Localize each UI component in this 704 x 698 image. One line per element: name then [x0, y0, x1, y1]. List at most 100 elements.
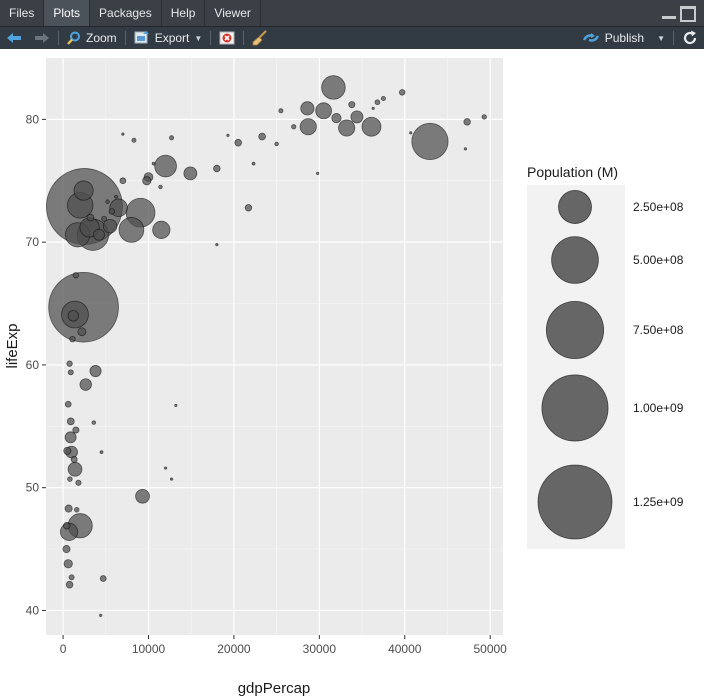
- x-tick-label: 50000: [473, 642, 507, 656]
- remove-plot-icon: [219, 31, 235, 45]
- data-point: [158, 184, 163, 190]
- data-point: [99, 450, 104, 454]
- data-point: [348, 101, 356, 109]
- data-point: [321, 75, 346, 100]
- data-point: [67, 310, 80, 322]
- publish-button[interactable]: Publish ▼: [576, 27, 671, 49]
- refresh-icon: [683, 30, 697, 45]
- legend-label: 1.00e+09: [633, 401, 684, 415]
- remove-plot-button[interactable]: [213, 27, 241, 49]
- tab-viewer[interactable]: Viewer: [205, 0, 261, 26]
- scatter-plot: 0 10000 20000 30000 40000 50000 40 50 60 70 80 gd…: [4, 58, 684, 697]
- export-button[interactable]: Export ▼: [128, 27, 209, 49]
- tab-help[interactable]: Help: [162, 0, 206, 26]
- data-point: [121, 132, 125, 136]
- pane-tabbar: Files Plots Packages Help Viewer: [0, 0, 704, 27]
- data-point: [67, 476, 73, 482]
- x-axis-label: gdpPercap: [238, 680, 311, 697]
- y-tick-label: 60: [26, 358, 40, 372]
- back-button[interactable]: [0, 27, 28, 49]
- x-tick-label: 10000: [132, 642, 166, 656]
- legend-key-circle: [541, 374, 609, 442]
- data-point: [64, 431, 77, 444]
- legend-label: 1.25e+09: [633, 495, 684, 509]
- legend-label: 5.00e+08: [633, 253, 684, 267]
- axis-ticks: [42, 118, 491, 639]
- data-point: [169, 477, 174, 481]
- toolbar-divider: [673, 31, 674, 45]
- data-point: [213, 164, 221, 173]
- forward-button[interactable]: [28, 27, 56, 49]
- data-points: [46, 75, 487, 617]
- plot-toolbar: Zoom Export ▼ Publish ▼: [0, 27, 704, 49]
- data-point: [411, 122, 449, 161]
- data-point: [108, 208, 116, 215]
- data-point: [315, 102, 332, 120]
- data-point: [86, 213, 95, 222]
- refresh-button[interactable]: [676, 27, 704, 49]
- chevron-down-icon: ▼: [194, 33, 203, 43]
- data-point: [102, 219, 118, 234]
- chevron-down-icon: ▼: [657, 33, 665, 43]
- data-point: [79, 378, 92, 391]
- data-point: [114, 194, 118, 199]
- tab-packages[interactable]: Packages: [90, 0, 162, 26]
- y-tick-labels: 40 50 60 70 80: [26, 112, 40, 617]
- data-point: [72, 272, 80, 279]
- data-point: [91, 420, 97, 425]
- data-point: [73, 180, 94, 201]
- data-point: [244, 204, 253, 212]
- data-point: [350, 110, 364, 124]
- legend-key-circle: [551, 236, 599, 284]
- tab-plots[interactable]: Plots: [44, 0, 91, 26]
- data-point: [291, 124, 297, 130]
- legend-key-circle: [545, 300, 605, 360]
- data-point: [316, 171, 320, 176]
- legend-key-circle: [537, 464, 613, 540]
- data-point: [118, 217, 145, 243]
- broom-icon: [252, 30, 268, 46]
- window-controls: [662, 6, 696, 22]
- data-point: [63, 522, 71, 530]
- data-point: [75, 479, 82, 486]
- legend-label: 7.50e+08: [633, 323, 684, 337]
- data-point: [67, 461, 83, 477]
- zoom-button[interactable]: Zoom: [61, 27, 123, 49]
- tab-files[interactable]: Files: [0, 0, 45, 26]
- data-point: [183, 166, 198, 181]
- data-point: [93, 228, 105, 241]
- data-point: [169, 135, 175, 141]
- data-point: [72, 426, 80, 434]
- data-point: [65, 580, 74, 589]
- data-point: [99, 613, 103, 617]
- legend-title: Population (M): [527, 164, 618, 180]
- data-point: [215, 243, 219, 247]
- arrow-right-icon: [35, 33, 49, 43]
- arrow-left-icon: [7, 33, 21, 43]
- data-point: [338, 119, 356, 137]
- data-point: [154, 154, 177, 178]
- data-point: [63, 446, 72, 455]
- toolbar-divider: [124, 31, 126, 45]
- data-point: [62, 545, 71, 554]
- y-tick-label: 40: [26, 603, 40, 617]
- data-point: [67, 369, 74, 376]
- data-point: [77, 327, 87, 337]
- data-point: [274, 141, 279, 147]
- data-point: [380, 95, 386, 102]
- export-image-icon: [134, 31, 149, 44]
- clear-all-plots-button[interactable]: [246, 27, 274, 49]
- minimize-pane-icon[interactable]: [662, 16, 676, 19]
- y-tick-label: 50: [26, 481, 40, 495]
- x-tick-label: 30000: [303, 642, 337, 656]
- data-point: [64, 400, 72, 408]
- data-point: [163, 466, 168, 470]
- data-point: [131, 137, 137, 143]
- maximize-pane-icon[interactable]: [680, 6, 696, 22]
- data-point: [251, 161, 256, 166]
- legend-items: 2.50e+08 5.00e+08 7.50e+08 1.00e+09 1.25e+09: [537, 190, 684, 540]
- legend-key-circle: [558, 190, 592, 224]
- data-point: [258, 132, 266, 141]
- data-point: [70, 455, 78, 463]
- data-point: [374, 99, 381, 106]
